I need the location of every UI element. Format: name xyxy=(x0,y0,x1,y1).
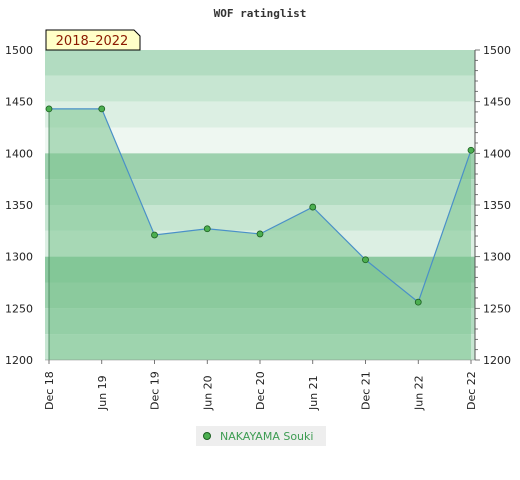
y-tick-label-left: 1300 xyxy=(5,251,33,264)
legend: NAKAYAMA Souki xyxy=(196,426,326,446)
background-band xyxy=(45,75,475,102)
x-tick-label: Dec 21 xyxy=(360,371,373,410)
period-label: 2018–2022 xyxy=(56,34,129,49)
y-tick-label-left: 1200 xyxy=(5,354,33,367)
data-point xyxy=(362,256,369,264)
x-tick-label: Dec 22 xyxy=(465,371,478,410)
y-tick-label-right: 1450 xyxy=(483,96,511,109)
marker-layer xyxy=(45,105,475,306)
y-tick-label-left: 1350 xyxy=(5,199,33,212)
y-tick-label-left: 1450 xyxy=(5,96,33,109)
y-tick-label-left: 1250 xyxy=(5,302,33,315)
background-band xyxy=(45,101,475,128)
data-point xyxy=(203,225,211,233)
x-tick-label: Jun 19 xyxy=(96,375,109,411)
data-point xyxy=(256,230,264,238)
x-tick-label: Dec 20 xyxy=(254,371,267,410)
y-tick-label-right: 1350 xyxy=(483,199,511,212)
x-tick-label: Jun 20 xyxy=(201,375,214,411)
data-point xyxy=(467,146,475,154)
y-tick-label-left: 1500 xyxy=(5,44,33,57)
axis-layer: 1200 1200 1250 1250 1300 1300 1350 1350 1400 1400… xyxy=(5,44,511,411)
period-badge: 2018–2022 xyxy=(45,29,141,51)
y-tick-label-left: 1400 xyxy=(5,147,33,160)
data-point xyxy=(414,298,422,306)
background-band xyxy=(45,50,475,76)
data-point xyxy=(45,105,53,113)
y-tick-label-right: 1200 xyxy=(483,354,511,367)
chart-title: WOF ratinglist xyxy=(214,7,307,20)
legend-marker-icon xyxy=(203,432,211,440)
data-point xyxy=(309,203,317,211)
x-tick-label: Dec 18 xyxy=(43,371,56,410)
y-tick-label-right: 1250 xyxy=(483,302,511,315)
x-tick-label: Jun 22 xyxy=(412,375,425,411)
data-point xyxy=(151,231,158,239)
x-tick-label: Dec 19 xyxy=(149,371,162,410)
y-tick-label-right: 1300 xyxy=(483,251,511,264)
y-tick-label-right: 1500 xyxy=(483,44,511,57)
data-point xyxy=(98,105,106,113)
x-tick-label: Jun 21 xyxy=(307,375,320,411)
y-tick-label-right: 1400 xyxy=(483,147,511,160)
legend-series-name: NAKAYAMA Souki xyxy=(220,429,314,443)
